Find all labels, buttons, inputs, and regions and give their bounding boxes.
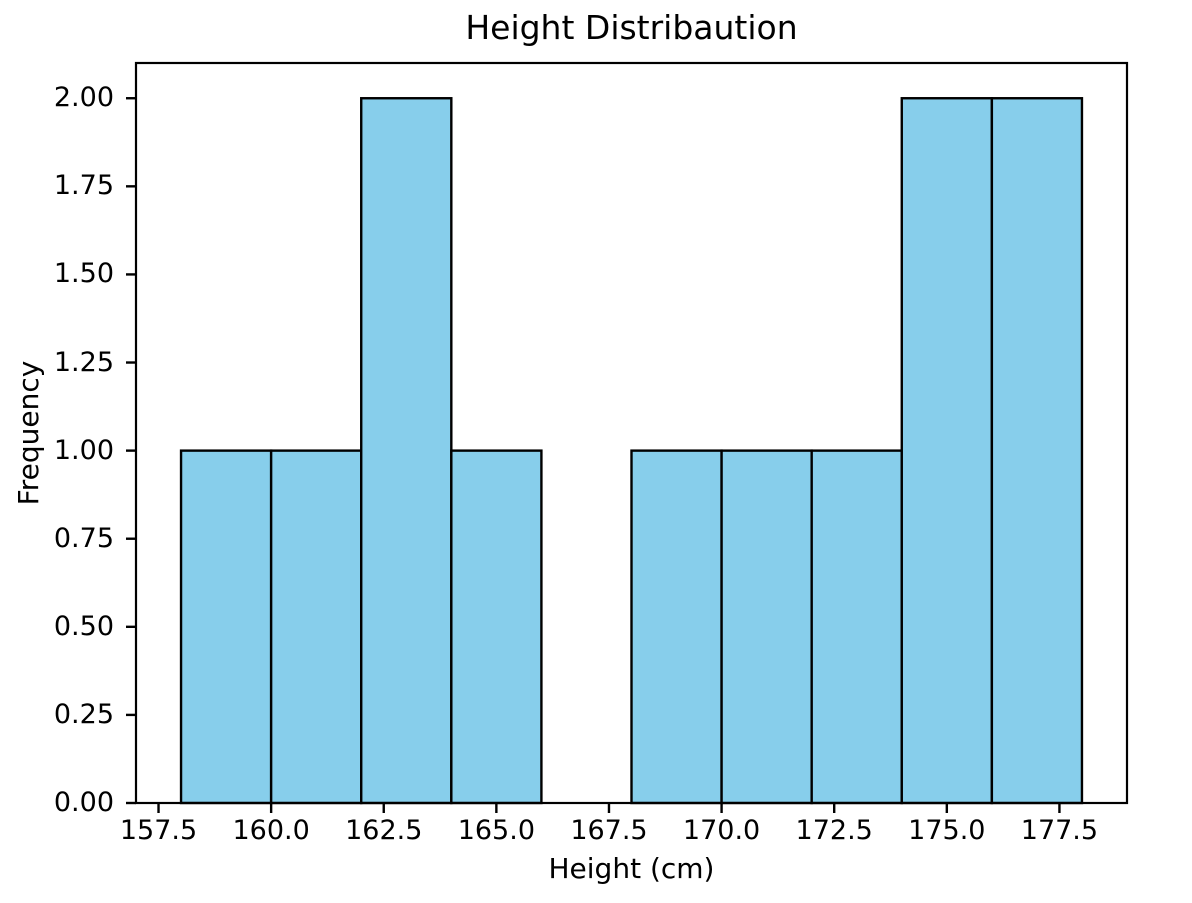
histogram-bar	[810, 449, 903, 805]
x-tick-label: 160.0	[232, 815, 310, 846]
y-tick-label: 0.25	[53, 698, 114, 730]
x-tick-label: 165.0	[457, 815, 535, 846]
y-axis-label: Frequency	[12, 360, 45, 506]
y-tick-label: 0.75	[53, 522, 114, 554]
histogram-bar	[990, 97, 1084, 805]
x-tick-label: 172.5	[795, 815, 873, 846]
x-tick-label: 175.0	[908, 815, 986, 846]
chart-title: Height Distribaution	[465, 8, 798, 47]
histogram-bar	[179, 449, 273, 805]
x-tick-label: 157.5	[119, 815, 198, 846]
y-tick-label: 0.00	[53, 787, 114, 818]
x-tick-label: 162.5	[345, 815, 423, 846]
x-tick-label: 177.5	[1020, 815, 1099, 846]
histogram-bar	[450, 449, 543, 805]
y-tick-label: 1.25	[53, 346, 114, 378]
histogram-bar	[720, 449, 813, 805]
y-tick-label: 1.00	[53, 434, 114, 466]
histogram-bar	[900, 97, 994, 805]
y-tick-label: 0.50	[53, 610, 114, 642]
histogram-bar	[269, 449, 363, 805]
y-tick-label: 1.75	[53, 170, 114, 202]
y-tick-label: 2.00	[53, 82, 114, 114]
x-tick-label: 170.0	[682, 815, 761, 846]
x-tick-label: 167.5	[570, 815, 648, 846]
axes-frame	[134, 61, 1129, 805]
x-axis-label: Height (cm)	[548, 852, 715, 885]
histogram-bar	[360, 97, 453, 805]
y-tick-label: 1.50	[53, 258, 114, 290]
histogram-bar	[630, 449, 723, 805]
